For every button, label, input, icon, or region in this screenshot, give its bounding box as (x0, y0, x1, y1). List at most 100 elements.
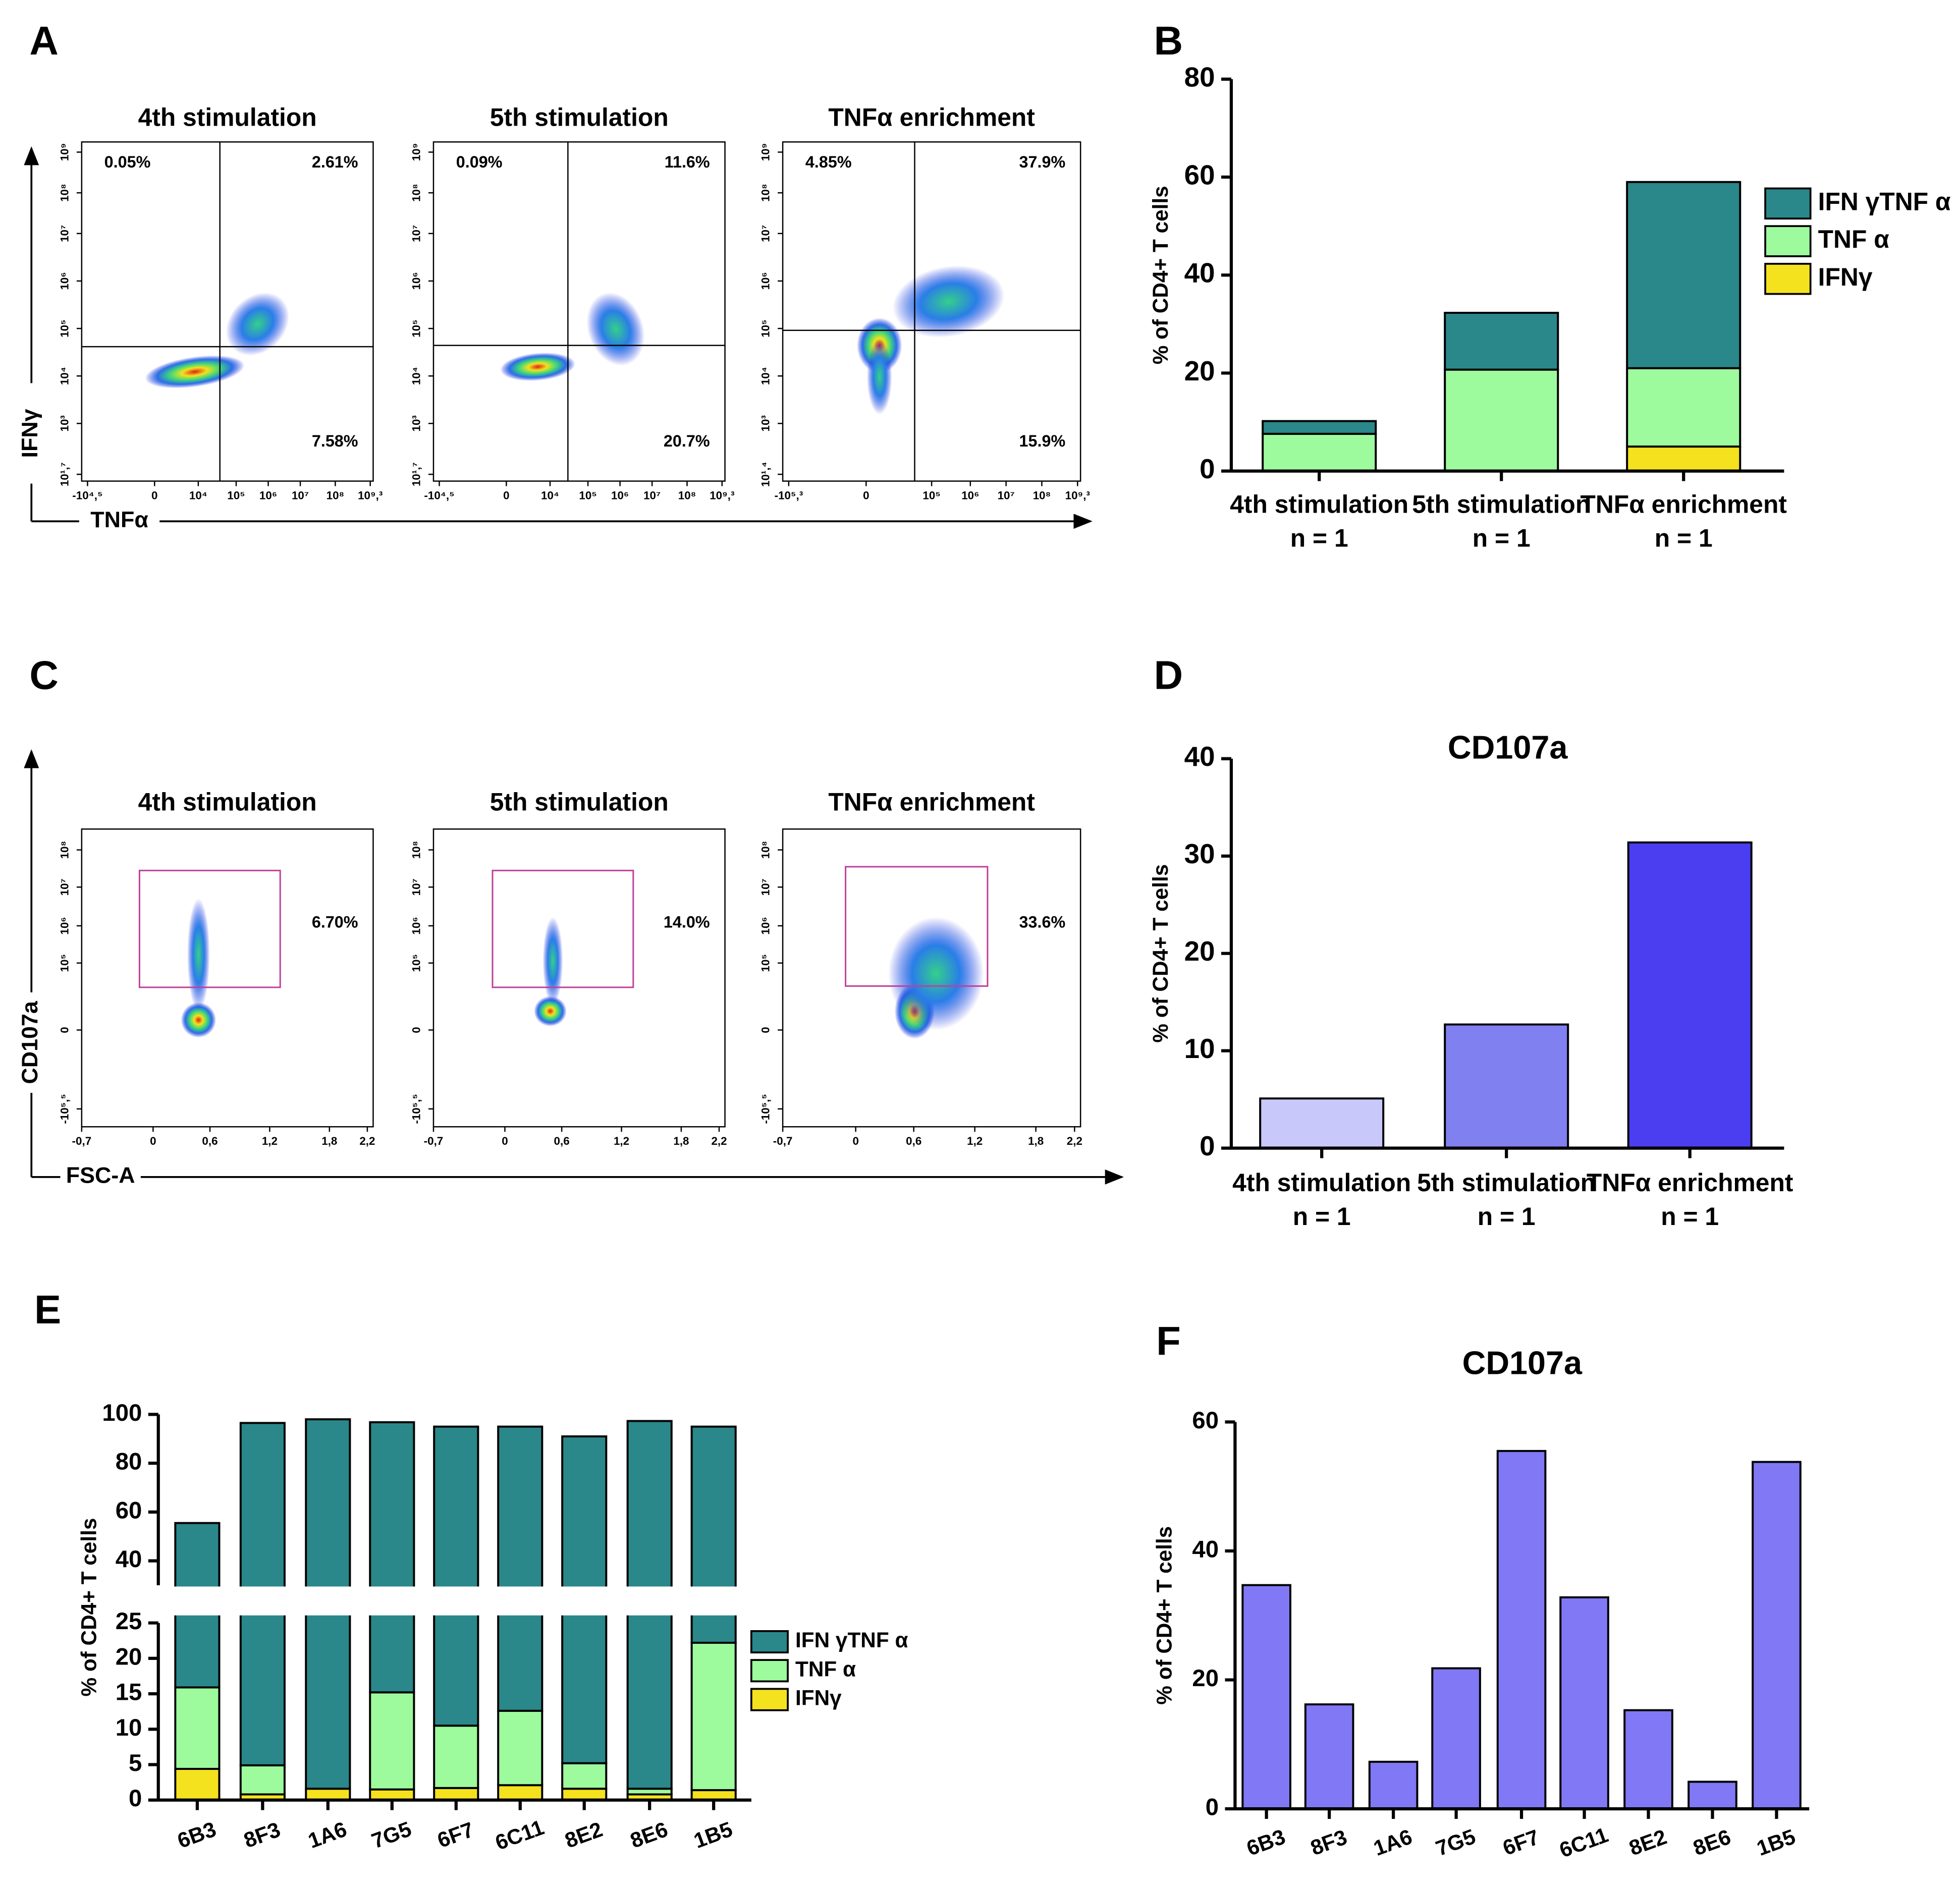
y-tick-label: 40 (1184, 257, 1215, 289)
x-tick-label: 6C11 (492, 1815, 547, 1855)
y-axis-label: % of CD4+ T cells (77, 1518, 100, 1697)
x-tick-label: 1,8 (1028, 1135, 1044, 1147)
x-tick-label: 10⁹,³ (358, 489, 383, 502)
y-tick-label: 0 (1200, 1130, 1215, 1161)
plot-title: TNFα enrichment (828, 788, 1035, 816)
x-tick-label: 0 (863, 489, 869, 502)
x-tick-label: 10⁹,³ (710, 489, 734, 502)
y-tick-label: 0 (1200, 453, 1215, 484)
legend-swatch (750, 1688, 789, 1711)
plot-frame (432, 141, 726, 482)
event-cloud (866, 339, 892, 415)
x-tick-label: 8E2 (562, 1817, 606, 1853)
x-tick-label: 10⁷ (998, 489, 1015, 502)
plot-frame (782, 828, 1081, 1128)
x-tick-label: 10⁵ (227, 489, 245, 502)
x-tick-label: 2,2 (1067, 1135, 1082, 1147)
legend-swatch (750, 1659, 789, 1683)
event-cloud (892, 265, 1005, 338)
bar (1687, 1781, 1737, 1810)
y-tick-label: 10¹,⁴ (759, 462, 772, 487)
x-tick-label: 4th stimulation (1232, 1169, 1411, 1197)
quadrant-label: 37.9% (1019, 153, 1066, 171)
legend-swatch (1764, 262, 1812, 295)
quadrant-label: 11.6% (665, 153, 710, 171)
plot-frame (432, 828, 726, 1128)
y-tick-label: 0 (1206, 1794, 1219, 1821)
x-tick-label: 6C11 (1556, 1823, 1611, 1862)
bar (1627, 841, 1753, 1149)
bar-segment (497, 1784, 543, 1801)
quadrant-label: 2.61% (312, 153, 358, 171)
x-tick-label: 10⁸ (1033, 489, 1051, 502)
y-tick-label: 10 (1184, 1033, 1215, 1064)
x-tick-label: TNFα enrichment (1587, 1169, 1793, 1197)
plot-title: 4th stimulation (138, 788, 317, 816)
x-axis-label: TNFα (90, 507, 148, 532)
x-tick-label: 6F7 (1500, 1825, 1543, 1860)
y-tick-label: 15 (116, 1679, 142, 1706)
bar-segment (433, 1787, 479, 1801)
x-tick-label: 8F3 (1308, 1825, 1350, 1860)
y-tick-label: 10³ (58, 415, 71, 431)
legend-label: IFN γTNF α (795, 1628, 908, 1652)
y-tick-label: 60 (1192, 1407, 1219, 1434)
x-tick-label: 0,6 (906, 1135, 921, 1147)
y-tick-label: 20 (1184, 935, 1215, 967)
y-tick-label: 10⁵ (759, 954, 772, 972)
x-tick-label: 10⁸ (326, 489, 345, 502)
y-tick-label: 10⁴ (58, 367, 71, 385)
x-tick-label: 0 (852, 1135, 858, 1147)
y-tick-label: 10⁷ (410, 878, 423, 896)
bar-segment (497, 1425, 543, 1712)
y-axis-label: % of CD4+ T cells (1149, 864, 1172, 1043)
y-tick-label: 10⁸ (759, 841, 772, 859)
bar-segment (690, 1642, 737, 1792)
y-tick-label: 10⁹ (410, 143, 423, 161)
bar-segment (1444, 368, 1559, 472)
y-tick-label: 10³ (759, 415, 772, 431)
legend-label: IFNγ (1818, 263, 1873, 291)
x-tick-label: 1A6 (1370, 1824, 1415, 1860)
y-tick-label: 10⁴ (759, 367, 772, 385)
y-tick-label: 5 (129, 1750, 142, 1776)
y-axis-label: % of CD4+ T cells (1153, 1526, 1176, 1705)
legend-label: TNF α (1818, 225, 1890, 253)
x-tick-label: -0,7 (773, 1135, 793, 1147)
panel-label: A (29, 18, 59, 63)
y-tick-label: 10⁶ (58, 917, 71, 934)
x-tick-label: 0 (503, 489, 509, 502)
bar-segment (1262, 432, 1377, 472)
bar-segment (1262, 420, 1377, 435)
chart-title: CD107a (1462, 1344, 1583, 1381)
bar (1444, 1023, 1569, 1149)
x-tick-label: -0,7 (424, 1135, 444, 1147)
y-tick-label: 10⁴ (410, 367, 423, 385)
y-tick-label: 40 (1184, 741, 1215, 772)
legend-label: TNF α (795, 1657, 856, 1681)
bar (1623, 1709, 1673, 1810)
quadrant-label: 0.09% (456, 153, 503, 171)
label-bg (16, 383, 47, 484)
x-tick-label: 6B3 (1243, 1824, 1288, 1860)
event-cloud (500, 352, 576, 381)
bar-segment (174, 1767, 221, 1801)
bar (1752, 1461, 1802, 1810)
y-tick-label: 10⁷ (58, 878, 71, 896)
y-axis-label: IFNγ (17, 409, 42, 458)
y-tick-label: 10⁷ (58, 225, 71, 242)
y-tick-label: 0 (410, 1027, 423, 1033)
bar-segment (1626, 367, 1741, 448)
y-tick-label: -10⁵,⁵ (58, 1094, 71, 1124)
x-tick-label: 0 (502, 1135, 508, 1147)
x-tick-sublabel: n = 1 (1655, 524, 1713, 552)
event-cloud (542, 917, 563, 1005)
x-tick-label: 10⁸ (678, 489, 696, 502)
y-tick-label: 10⁵ (410, 319, 423, 337)
y-tick-label: 10⁷ (410, 225, 423, 242)
y-tick-label: 10⁵ (58, 954, 71, 972)
y-tick-label: 80 (116, 1449, 142, 1475)
x-tick-label: 7G5 (368, 1817, 414, 1853)
bar-segment (1444, 312, 1559, 371)
x-tick-label: 4th stimulation (1230, 490, 1408, 519)
